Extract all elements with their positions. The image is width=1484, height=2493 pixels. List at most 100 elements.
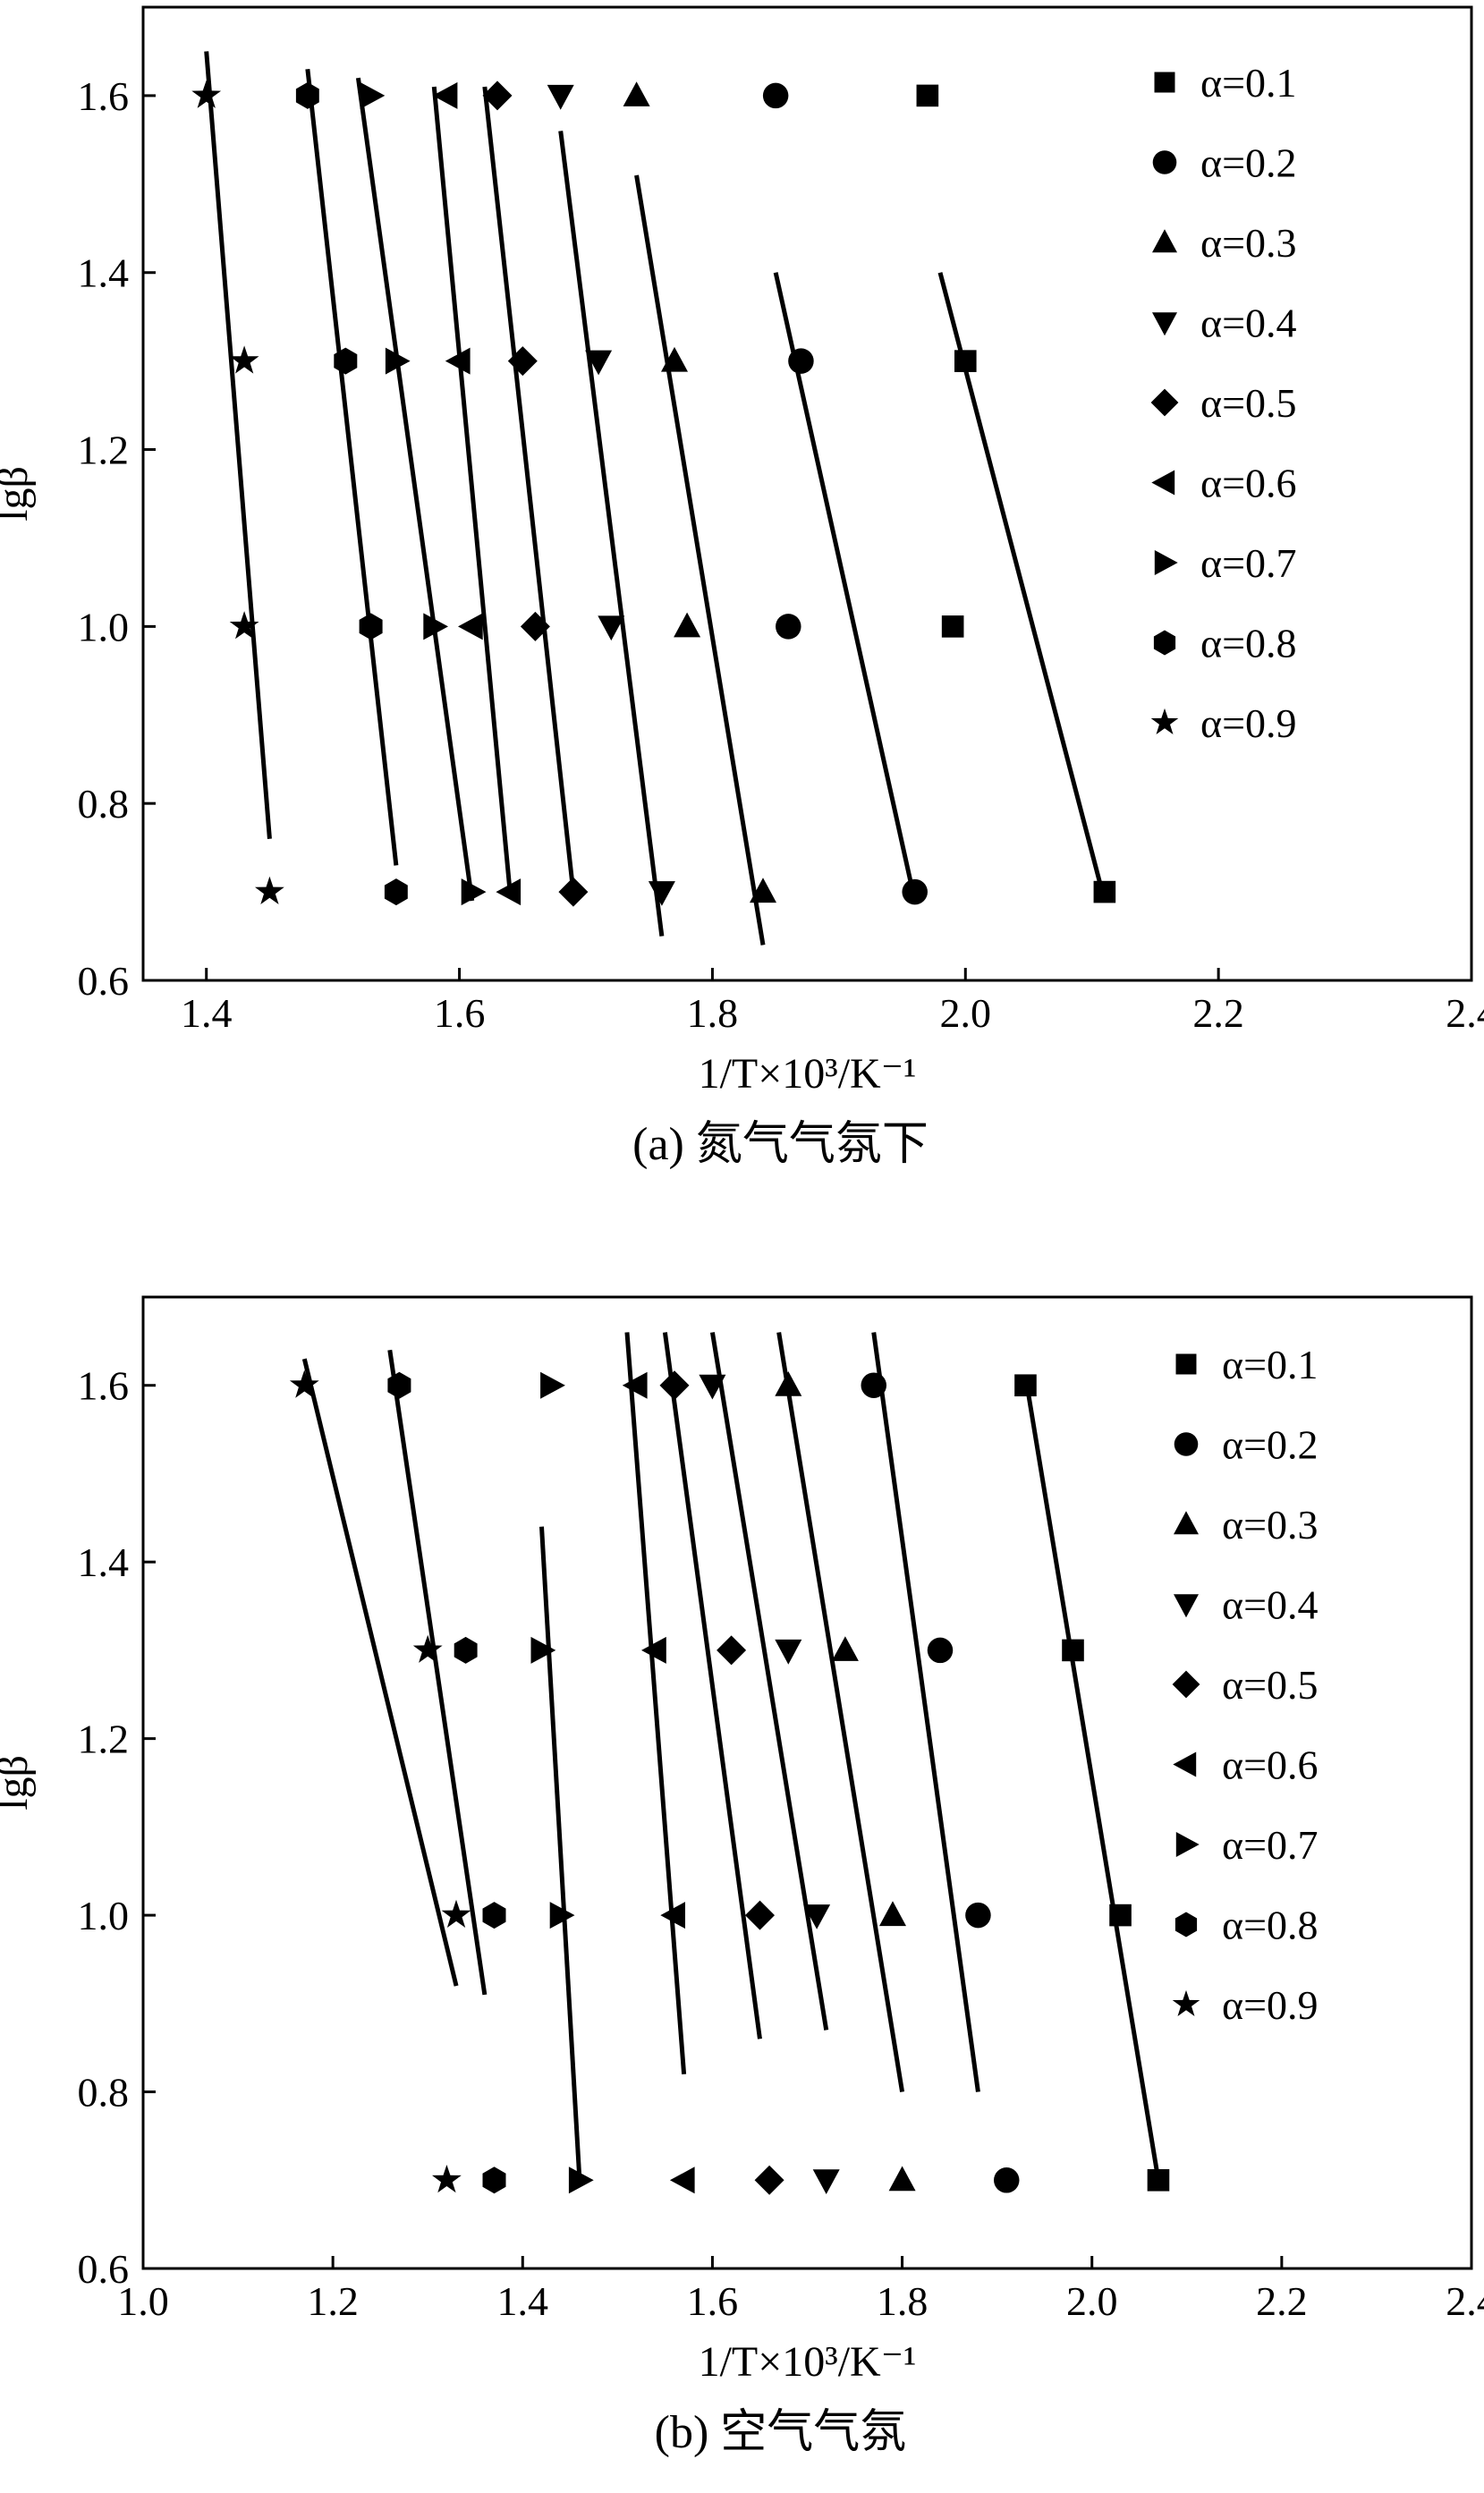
- data-point-triangle-right: [385, 347, 411, 375]
- data-point-hexagon: [387, 1371, 411, 1399]
- data-point-diamond: [717, 1635, 747, 1666]
- y-tick-label: 0.6: [78, 2246, 130, 2292]
- data-point-star: [441, 1899, 471, 1928]
- data-point-circle: [788, 348, 814, 374]
- figure-caption: (a) 氮气气氛下: [632, 1119, 929, 1170]
- data-point-square: [1093, 880, 1116, 903]
- data-point-triangle-down: [775, 1639, 802, 1665]
- y-tick-label: 0.6: [78, 958, 130, 1004]
- legend-marker-star: [1150, 708, 1179, 734]
- fit-line: [204, 51, 272, 839]
- y-axis-title: lgβ: [0, 466, 37, 521]
- data-point-diamond: [659, 1370, 690, 1401]
- x-tick-label: 1.8: [687, 990, 739, 1036]
- legend-label: α=0.5: [1200, 380, 1297, 426]
- data-point-triangle-up: [879, 1901, 906, 1927]
- data-point-triangle-down: [547, 84, 574, 110]
- fit-line: [776, 1332, 905, 2092]
- fit-line: [937, 272, 1107, 902]
- legend-label: α=0.7: [1200, 540, 1297, 586]
- legend-label: α=0.3: [1222, 1502, 1319, 1548]
- data-point-diamond: [520, 611, 550, 641]
- data-point-star: [412, 1634, 443, 1663]
- data-point-square: [916, 84, 939, 107]
- data-point-triangle-right: [540, 1371, 565, 1399]
- data-point-triangle-left: [641, 1636, 666, 1664]
- data-point-hexagon: [454, 1636, 478, 1664]
- y-tick-label: 1.6: [78, 73, 130, 119]
- legend-label: α=0.1: [1200, 60, 1297, 106]
- legend-label: α=0.6: [1222, 1743, 1319, 1788]
- fit-line: [301, 1358, 459, 1987]
- data-point-circle: [861, 1372, 886, 1398]
- legend-marker-triangle-left: [1173, 1751, 1197, 1777]
- data-point-triangle-left: [458, 613, 483, 640]
- data-point-star: [229, 611, 259, 640]
- legend-marker-hexagon: [1174, 1912, 1198, 1938]
- fit-line: [709, 1332, 829, 2031]
- legend-label: α=0.8: [1222, 1903, 1319, 1948]
- data-point-hexagon: [482, 1902, 506, 1929]
- fit-line: [634, 174, 766, 945]
- legend-label: α=0.1: [1222, 1342, 1319, 1387]
- x-tick-label: 1.0: [117, 2278, 169, 2324]
- data-point-square: [941, 615, 964, 638]
- x-tick-label: 2.4: [1446, 2278, 1484, 2324]
- legend-label: α=0.8: [1200, 621, 1297, 666]
- data-point-triangle-right: [423, 613, 448, 640]
- data-point-triangle-left: [445, 347, 471, 375]
- legend-label: α=0.9: [1222, 1982, 1319, 2028]
- data-point-square: [1109, 1904, 1132, 1927]
- legend-label: α=0.2: [1222, 1422, 1319, 1468]
- y-tick-label: 1.6: [78, 1363, 130, 1409]
- data-point-star: [255, 876, 284, 904]
- x-tick-label: 2.0: [940, 990, 992, 1036]
- data-point-triangle-right: [461, 878, 487, 906]
- fit-line: [539, 1526, 582, 2181]
- x-tick-label: 1.4: [181, 990, 233, 1036]
- data-point-hexagon: [359, 613, 383, 640]
- data-point-triangle-left: [622, 1371, 648, 1399]
- data-point-triangle-up: [831, 1636, 859, 1661]
- x-tick-label: 1.2: [307, 2278, 359, 2324]
- plot-frame: [141, 5, 1473, 982]
- x-tick-label: 1.8: [877, 2278, 929, 2324]
- x-axis-title: 1/T×10³/K⁻¹: [699, 2338, 917, 2386]
- legend-marker-star: [1172, 1989, 1200, 2016]
- data-point-circle: [776, 614, 801, 640]
- x-tick-label: 1.4: [497, 2278, 549, 2324]
- data-point-circle: [762, 82, 789, 109]
- x-tick-label: 2.2: [1256, 2278, 1308, 2324]
- legend-label: α=0.4: [1200, 301, 1297, 346]
- chart-panel-b: 1.0 1.2 1.4 1.6 1.8 2.0 2.2 2.4 0.6 0.8 1.0 1.2 1.4 1…: [0, 1246, 1484, 2493]
- legend-label: α=0.4: [1222, 1582, 1319, 1628]
- y-tick-label: 1.4: [78, 250, 130, 296]
- data-point-circle: [994, 2167, 1020, 2193]
- legend-label: α=0.5: [1222, 1662, 1319, 1708]
- chart-b-svg: 1.0 1.2 1.4 1.6 1.8 2.0 2.2 2.4 0.6 0.8 1.0 1.2 1.4 1…: [0, 1295, 1484, 2458]
- legend-marker-triangle-up: [1152, 229, 1177, 253]
- fit-line: [482, 86, 576, 893]
- data-point-triangle-up: [623, 81, 650, 106]
- fit-line: [773, 272, 918, 902]
- data-point-triangle-left: [660, 1902, 685, 1929]
- legend-marker-diamond: [1150, 388, 1179, 417]
- data-point-triangle-right: [530, 1636, 556, 1664]
- fit-line: [355, 77, 475, 902]
- x-tick-label: 2.4: [1446, 990, 1484, 1036]
- legend-marker-triangle-left: [1151, 470, 1175, 496]
- data-point-triangle-right: [568, 2167, 594, 2194]
- legend-marker-square: [1154, 72, 1175, 93]
- fit-line: [558, 131, 665, 937]
- data-point-triangle-up: [661, 346, 688, 372]
- data-point-triangle-down: [699, 1374, 726, 1400]
- data-point-triangle-down: [803, 1904, 831, 1929]
- data-point-star: [229, 345, 259, 374]
- data-point-star: [289, 1369, 319, 1398]
- data-point-hexagon: [482, 2167, 506, 2194]
- data-point-diamond: [507, 346, 538, 377]
- data-point-triangle-left: [496, 878, 522, 906]
- y-tick-label: 0.8: [78, 781, 130, 827]
- data-point-diamond: [754, 2165, 784, 2195]
- fit-line: [305, 68, 399, 866]
